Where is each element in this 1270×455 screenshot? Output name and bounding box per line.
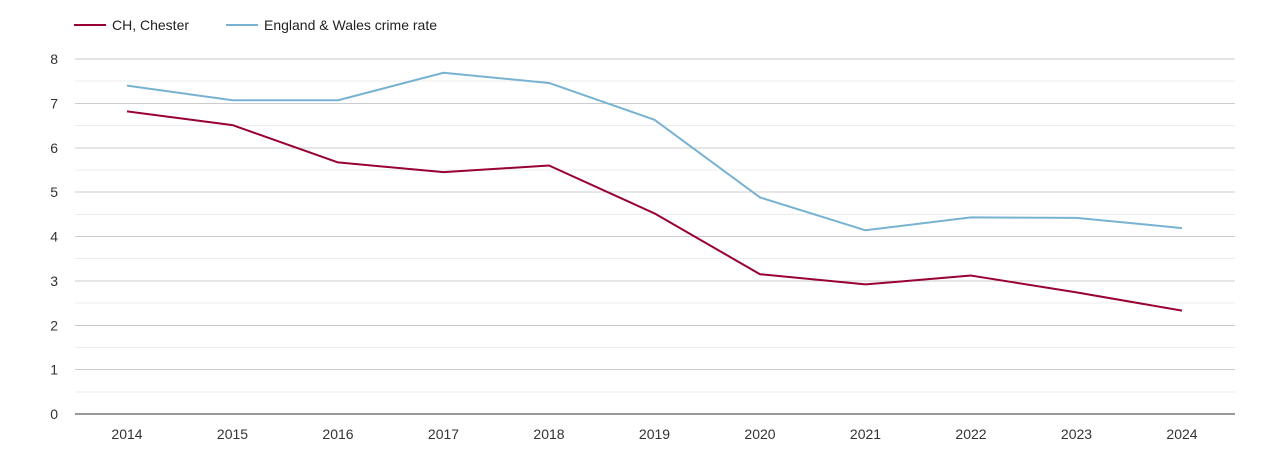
legend-label: England & Wales crime rate bbox=[264, 17, 437, 33]
x-tick-label: 2018 bbox=[533, 426, 564, 442]
series-line bbox=[126, 110, 1183, 312]
y-tick-label: 1 bbox=[50, 362, 58, 378]
x-tick-label: 2015 bbox=[217, 426, 248, 442]
y-tick-label: 7 bbox=[50, 95, 58, 111]
x-tick-label: 2022 bbox=[955, 426, 986, 442]
x-axis: 2014 2015 2016 2017 2018 2019 2020 2021 2022 2023… bbox=[75, 413, 1235, 442]
legend-label: CH, Chester bbox=[112, 17, 189, 33]
x-tick-label: 2021 bbox=[850, 426, 881, 442]
x-tick-label: 2024 bbox=[1166, 426, 1197, 442]
x-tick-label: 2020 bbox=[744, 426, 775, 442]
x-tick-label: 2019 bbox=[639, 426, 670, 442]
y-tick-label: 5 bbox=[50, 184, 58, 200]
y-tick-label: 0 bbox=[50, 406, 58, 422]
grid bbox=[75, 58, 1235, 393]
y-tick-label: 2 bbox=[50, 317, 58, 333]
x-tick-label: 2014 bbox=[111, 426, 142, 442]
y-axis: 0 1 2 3 4 5 6 7 8 bbox=[50, 51, 58, 422]
x-tick-label: 2023 bbox=[1061, 426, 1092, 442]
legend-item: CH, Chester bbox=[74, 17, 189, 33]
y-tick-label: 4 bbox=[50, 229, 58, 245]
y-tick-label: 3 bbox=[50, 273, 58, 289]
series-group bbox=[126, 71, 1183, 312]
y-tick-label: 6 bbox=[50, 140, 58, 156]
legend: CH, Chester England & Wales crime rate bbox=[74, 17, 437, 33]
series-line bbox=[126, 71, 1183, 232]
y-tick-label: 8 bbox=[50, 51, 58, 67]
x-tick-label: 2016 bbox=[322, 426, 353, 442]
x-tick-label: 2017 bbox=[428, 426, 459, 442]
legend-item: England & Wales crime rate bbox=[226, 17, 437, 33]
